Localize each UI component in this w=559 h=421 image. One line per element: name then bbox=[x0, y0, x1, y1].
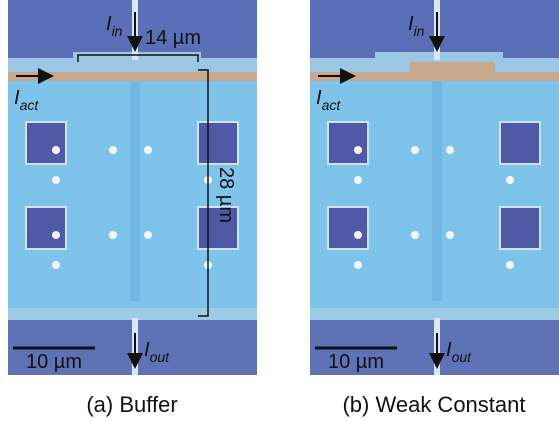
output-label-subscript: out bbox=[452, 349, 473, 365]
input-label-subscript: in bbox=[112, 23, 123, 39]
hole bbox=[328, 207, 368, 249]
input-label-subscript: in bbox=[414, 23, 425, 39]
hole bbox=[198, 122, 238, 164]
center-bus bbox=[130, 81, 140, 301]
scale-bar-label: 10 µm bbox=[26, 351, 82, 373]
output-label-subscript: out bbox=[150, 349, 171, 365]
actuation-label-subscript: act bbox=[322, 97, 342, 113]
via bbox=[52, 146, 60, 154]
hole bbox=[500, 122, 540, 164]
hole bbox=[500, 207, 540, 249]
via bbox=[52, 261, 60, 269]
width-label: 14 µm bbox=[145, 27, 201, 49]
caption: (a) Buffer bbox=[86, 392, 177, 417]
via bbox=[446, 146, 454, 154]
via bbox=[109, 231, 117, 239]
via bbox=[52, 231, 60, 239]
via bbox=[354, 146, 362, 154]
height-label: 28 µm bbox=[215, 167, 237, 223]
figure: IinIactIout10 µm14 µm28 µm(a) BufferIinI… bbox=[0, 0, 559, 421]
via bbox=[144, 231, 152, 239]
via bbox=[411, 146, 419, 154]
via bbox=[52, 176, 60, 184]
scale-bar-label: 10 µm bbox=[328, 351, 384, 373]
via bbox=[446, 231, 454, 239]
via bbox=[354, 231, 362, 239]
via bbox=[354, 176, 362, 184]
via bbox=[144, 146, 152, 154]
hole bbox=[328, 122, 368, 164]
caption: (b) Weak Constant bbox=[342, 392, 525, 417]
via bbox=[354, 261, 362, 269]
center-bus bbox=[432, 81, 442, 301]
hole bbox=[26, 207, 66, 249]
actuation-label-subscript: act bbox=[20, 97, 40, 113]
act-wire-raise bbox=[410, 62, 495, 81]
hole bbox=[26, 122, 66, 164]
via bbox=[109, 146, 117, 154]
via bbox=[506, 261, 514, 269]
via bbox=[411, 231, 419, 239]
via bbox=[506, 176, 514, 184]
